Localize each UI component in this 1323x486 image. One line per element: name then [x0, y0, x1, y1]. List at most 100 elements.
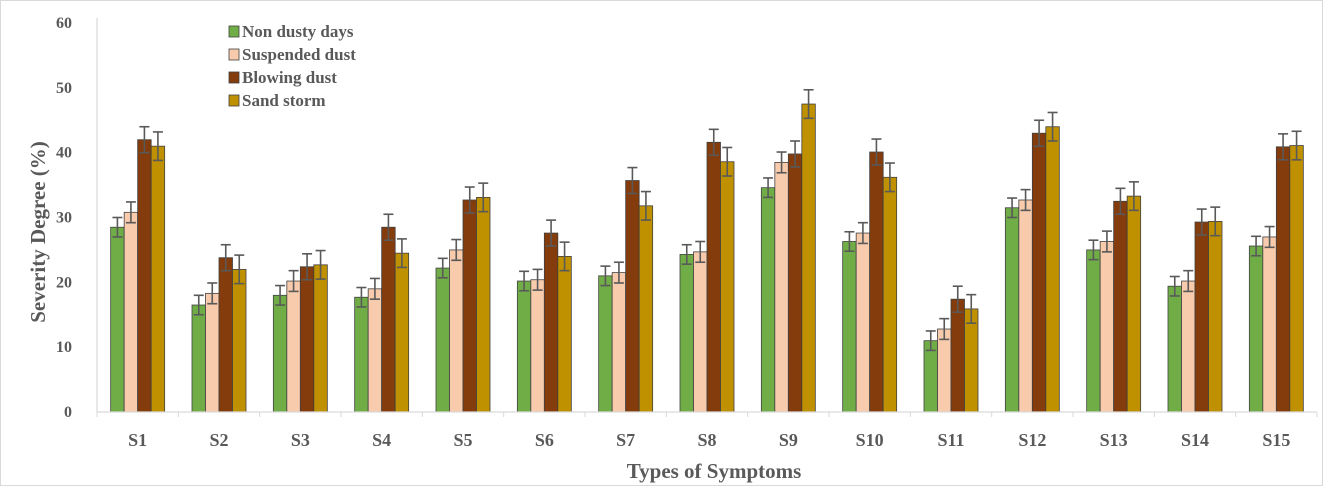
error-bar-s6-series-3	[546, 219, 557, 247]
x-tick-label-s9: S9	[779, 430, 798, 450]
error-bar-s4-series-2	[369, 277, 380, 300]
bar-s13-series-4	[1126, 195, 1142, 413]
x-tick-label-s3: S3	[291, 430, 310, 450]
legend-label-4: Sand storm	[242, 91, 326, 110]
error-bar-s11-series-4	[966, 293, 977, 324]
y-tick-label: 50	[56, 80, 72, 97]
bar-s8-series-4	[720, 161, 735, 413]
bar-s11-series-4	[964, 308, 979, 413]
error-bar-s13-series-1	[1088, 239, 1099, 261]
error-bar-s8-series-1	[681, 243, 692, 265]
error-bar-s2-series-3	[220, 243, 231, 272]
error-bar-s9-series-3	[790, 140, 801, 168]
error-bar-s7-series-2	[613, 261, 624, 284]
error-bar-s15-series-1	[1251, 235, 1262, 257]
bar-s1-series-3	[137, 139, 152, 413]
error-bar-s12-series-2	[1020, 188, 1031, 212]
bar-s12-series-1	[1004, 207, 1020, 413]
bar-s8-series-3	[706, 141, 721, 413]
x-tick-label-s6: S6	[535, 430, 554, 450]
legend-label-1: Non dusty days	[242, 22, 354, 41]
bar-s4-series-2	[367, 288, 383, 413]
bar-s3-series-2	[286, 280, 301, 413]
error-bar-s4-series-4	[396, 238, 407, 269]
bar-s7-series-1	[598, 275, 613, 413]
error-bar-s7-series-1	[600, 265, 611, 287]
bar-s3-series-4	[313, 264, 328, 413]
bar-s5-series-3	[462, 199, 477, 413]
error-bar-s14-series-1	[1169, 275, 1180, 297]
bar-s8-series-2	[693, 251, 708, 413]
bar-s11-series-3	[950, 298, 965, 413]
axis-layer: 0 10 20 30 40 50 60 S1 S2 S3 S4 S5 S6 S7 S8 S9 S10 S11 S12…	[56, 15, 1318, 450]
y-tick-label: 10	[56, 339, 72, 356]
error-bar-s15-series-4	[1291, 130, 1302, 161]
bar-s12-series-4	[1045, 126, 1060, 413]
error-bar-s4-series-1	[356, 286, 367, 308]
error-bar-s8-series-3	[708, 128, 719, 157]
bar-s9-series-2	[774, 161, 789, 413]
bar-s3-series-1	[272, 294, 288, 413]
y-tick-label: 0	[64, 404, 72, 421]
bar-s14-series-1	[1167, 285, 1182, 413]
error-bar-s12-series-3	[1034, 119, 1045, 147]
x-tick-label-s4: S4	[372, 430, 391, 450]
error-bar-s12-series-4	[1047, 111, 1058, 142]
y-tick-label: 40	[56, 145, 72, 162]
x-tick-label-s7: S7	[616, 430, 635, 450]
bar-s2-series-4	[232, 268, 247, 413]
legend-label-2: Suspended dust	[242, 45, 356, 64]
bar-s15-series-4	[1289, 145, 1304, 413]
bar-s9-series-4	[801, 103, 816, 413]
x-tick-label-s14: S14	[1181, 430, 1209, 450]
error-bar-s13-series-2	[1101, 230, 1112, 253]
error-bar-s1-series-3	[139, 125, 150, 154]
error-bar-s3-series-2	[288, 269, 299, 293]
error-bar-s14-series-4	[1210, 206, 1221, 237]
error-bar-s7-series-4	[640, 190, 651, 221]
error-bar-s6-series-4	[559, 241, 570, 272]
bar-s4-series-1	[354, 296, 369, 413]
bar-s6-series-4	[557, 255, 572, 413]
bar-s2-series-1	[191, 304, 206, 413]
y-tick-label: 20	[56, 274, 72, 291]
bar-s13-series-1	[1086, 249, 1101, 413]
y-axis-title: Severity Degree (%)	[26, 141, 50, 323]
bar-s6-series-1	[516, 280, 532, 413]
error-bar-s1-series-4	[152, 131, 163, 162]
error-bar-s2-series-1	[193, 294, 204, 316]
error-bar-s11-series-3	[952, 285, 963, 313]
legend: Non dusty days Suspended dust Blowing dust…	[228, 22, 356, 110]
bar-s6-series-3	[543, 232, 559, 413]
bar-s14-series-3	[1194, 221, 1209, 413]
bar-s11-series-1	[923, 340, 938, 413]
error-bar-s1-series-2	[125, 201, 136, 224]
x-tick-label-s5: S5	[453, 430, 472, 450]
bar-s15-series-1	[1248, 245, 1264, 413]
bar-s8-series-1	[679, 254, 694, 413]
bar-s7-series-3	[625, 180, 640, 413]
error-bar-s3-series-1	[275, 284, 286, 306]
error-bar-s3-series-3	[302, 253, 313, 281]
error-bar-s4-series-3	[383, 213, 394, 241]
bar-s1-series-2	[123, 211, 139, 413]
bar-s10-series-3	[869, 151, 884, 413]
bar-s10-series-4	[882, 176, 898, 413]
error-bar-s13-series-4	[1128, 181, 1139, 212]
bar-s6-series-2	[530, 279, 545, 413]
bar-s12-series-2	[1018, 199, 1033, 413]
bar-s5-series-1	[435, 267, 450, 413]
bar-s10-series-2	[855, 232, 871, 413]
bar-s5-series-2	[449, 249, 464, 413]
x-tick-label-s1: S1	[128, 430, 147, 450]
legend-swatch-4	[228, 94, 240, 107]
bar-s9-series-3	[787, 153, 803, 413]
error-bar-s9-series-1	[763, 177, 774, 199]
error-bar-s7-series-3	[627, 166, 638, 195]
legend-label-3: Blowing dust	[242, 68, 337, 87]
x-axis-title: Types of Symptoms	[627, 459, 802, 483]
error-bar-s11-series-1	[925, 330, 936, 352]
error-bar-s14-series-3	[1196, 208, 1207, 236]
